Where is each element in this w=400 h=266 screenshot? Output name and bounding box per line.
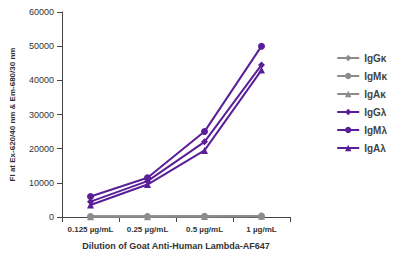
svg-text:30000: 30000 [29,110,54,120]
svg-text:60000: 60000 [29,7,54,17]
svg-text:20000: 20000 [29,144,54,154]
svg-text:FI at Ex-620/40 nm & Em-680/30: FI at Ex-620/40 nm & Em-680/30 nm [8,48,17,182]
svg-text:IgAλ: IgAλ [364,143,386,154]
svg-text:10000: 10000 [29,178,54,188]
svg-text:40000: 40000 [29,75,54,85]
svg-text:0.125 µg/mL: 0.125 µg/mL [68,225,114,234]
svg-text:0.5 µg/mL: 0.5 µg/mL [186,225,223,234]
svg-text:IgMλ: IgMλ [364,125,387,136]
svg-text:IgMκ: IgMκ [364,71,387,82]
svg-text:Dilution of Goat Anti-Human La: Dilution of Goat Anti-Human Lambda-AF647 [82,241,270,251]
svg-text:50000: 50000 [29,41,54,51]
svg-text:0.25 µg/mL: 0.25 µg/mL [127,225,169,234]
svg-text:IgAκ: IgAκ [364,89,386,100]
svg-text:IgGκ: IgGκ [364,53,387,64]
svg-text:IgGλ: IgGλ [364,107,387,118]
svg-text:1 µg/mL: 1 µg/mL [246,225,277,234]
svg-text:0: 0 [49,212,54,222]
